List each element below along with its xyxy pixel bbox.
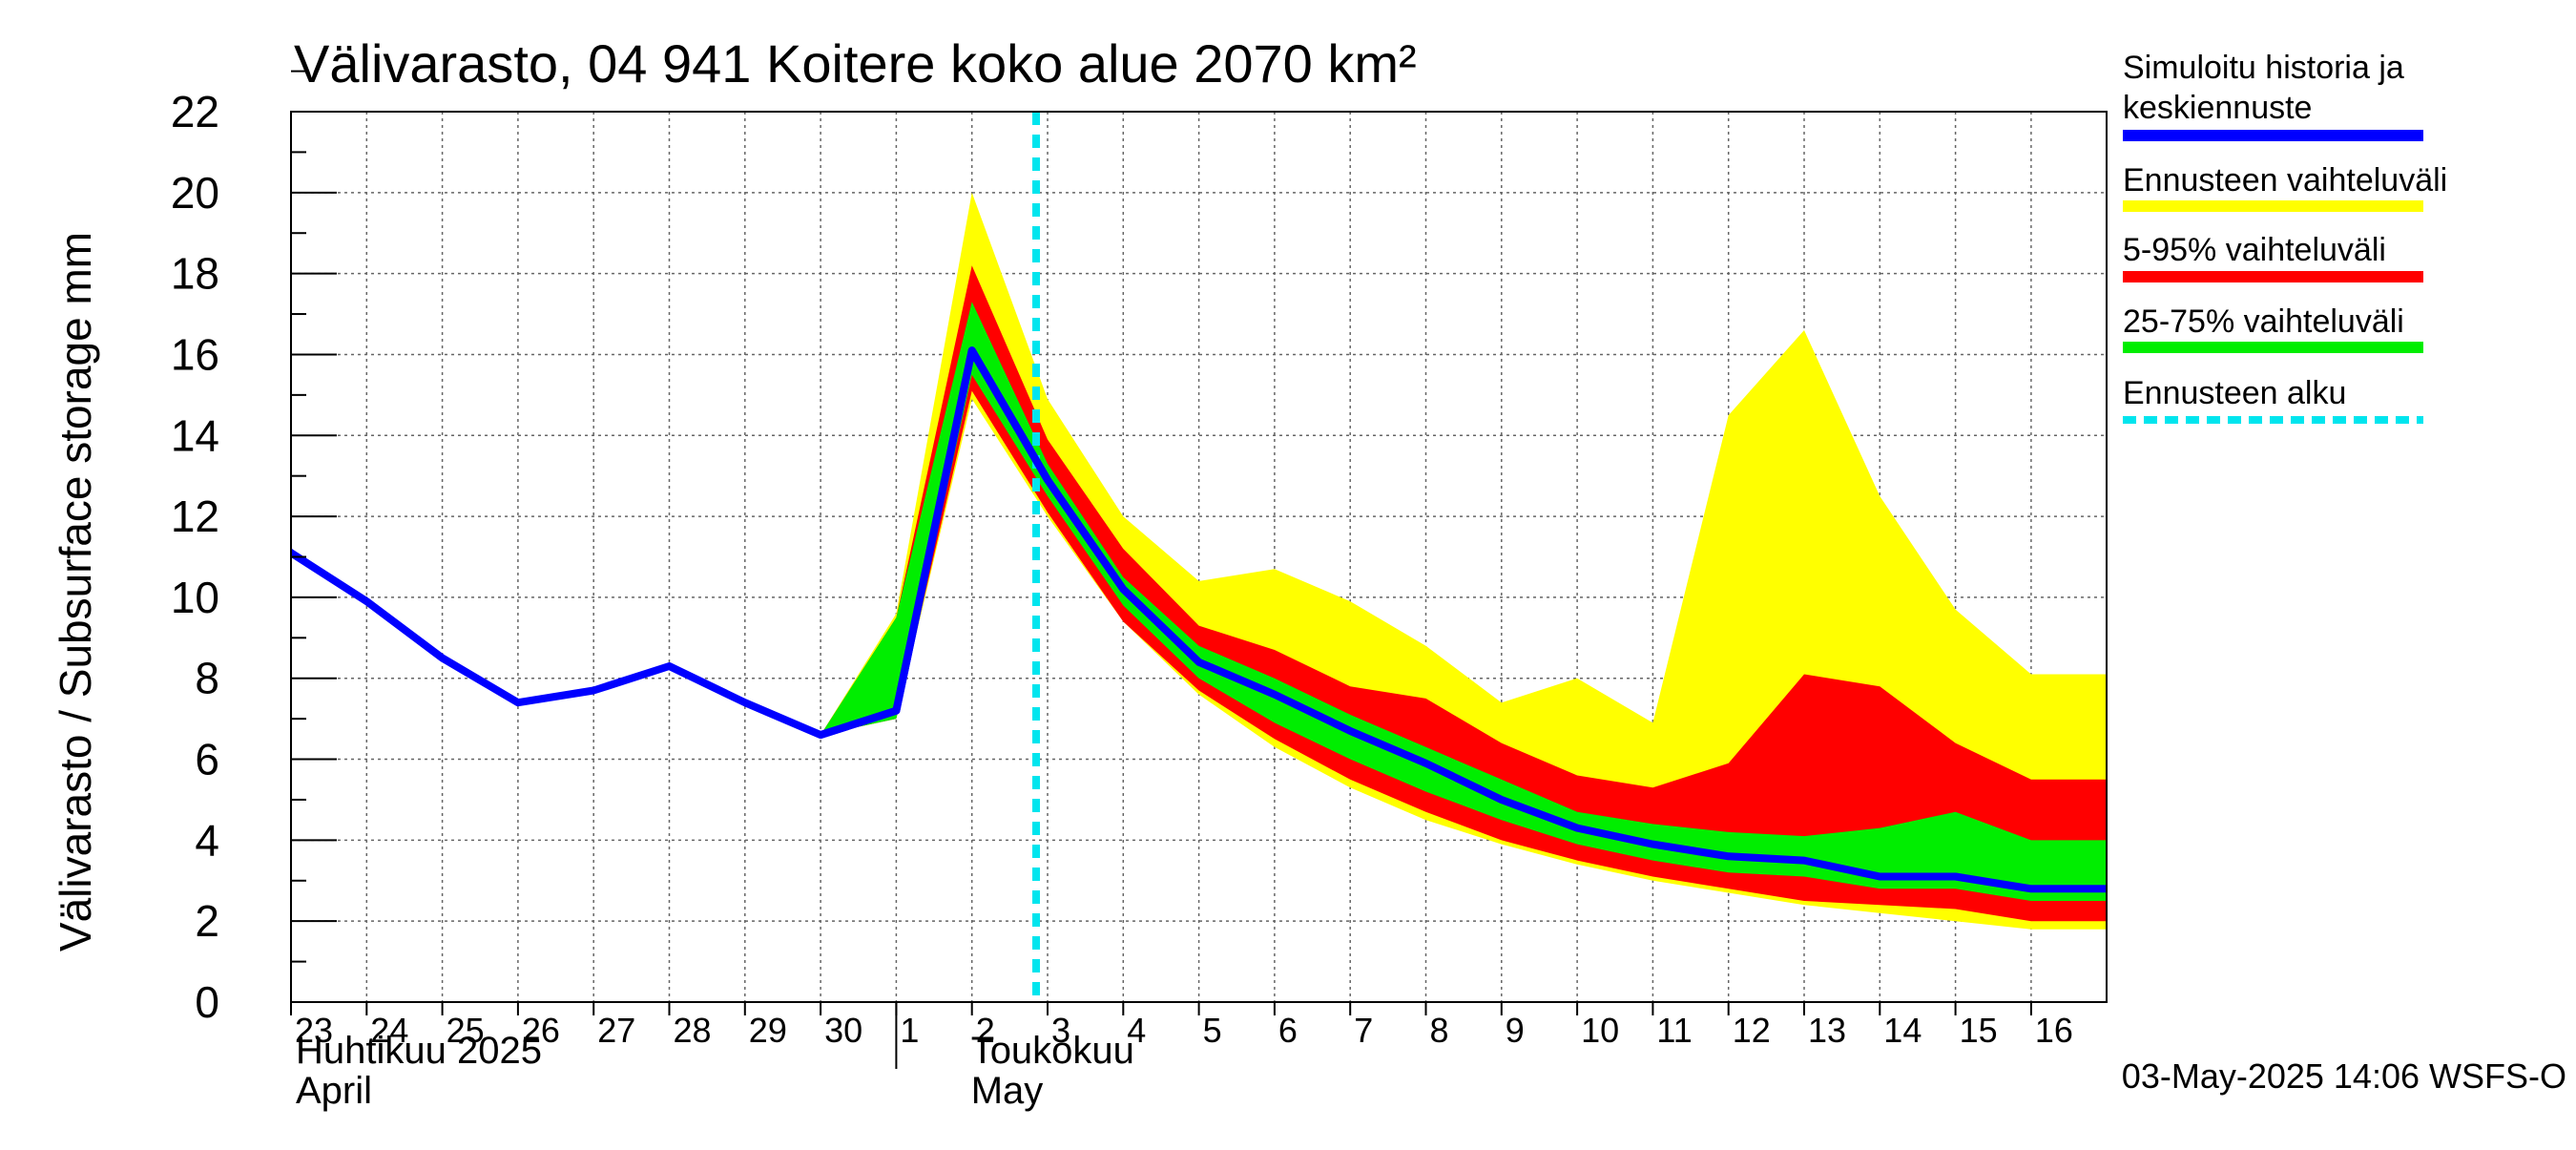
x-tick-label: 1 bbox=[900, 1011, 919, 1050]
y-tick-label: 4 bbox=[195, 815, 219, 865]
chart-title: Välivarasto, 04 941 Koitere koko alue 20… bbox=[294, 33, 1417, 94]
y-tick-label: 2 bbox=[195, 896, 219, 946]
x-tick-label: 25 bbox=[447, 1011, 485, 1050]
x-tick-label: 23 bbox=[295, 1011, 333, 1050]
y-tick-label: 0 bbox=[195, 977, 219, 1027]
y-tick-label: 12 bbox=[171, 491, 219, 541]
y-tick-label: 22 bbox=[171, 87, 219, 136]
x-tick-label: 5 bbox=[1203, 1011, 1222, 1050]
y-tick-label: 14 bbox=[171, 410, 219, 460]
x-tick-label: 14 bbox=[1883, 1011, 1922, 1050]
x-tick-label: 13 bbox=[1808, 1011, 1846, 1050]
x-tick-label: 2 bbox=[976, 1011, 995, 1050]
month-label-en: April bbox=[296, 1070, 372, 1112]
y-axis-label: Välivarasto / Subsurface storage mm bbox=[51, 232, 100, 951]
month-label-fi: Huhtikuu 2025 bbox=[296, 1030, 542, 1072]
legend-label: Ennusteen vaihteluväli bbox=[2123, 162, 2447, 199]
x-tick-label: 15 bbox=[1960, 1011, 1998, 1050]
x-tick-label: 9 bbox=[1506, 1011, 1525, 1050]
band-5-95 bbox=[821, 265, 2107, 922]
x-tick-label: 16 bbox=[2035, 1011, 2073, 1050]
x-tick-label: 4 bbox=[1127, 1011, 1146, 1050]
y-tick-label: 8 bbox=[195, 654, 219, 703]
x-tick-label: 11 bbox=[1656, 1011, 1692, 1050]
median-forecast-line bbox=[819, 346, 2107, 893]
x-tick-label: 8 bbox=[1430, 1011, 1449, 1050]
x-tick-label: 3 bbox=[1051, 1011, 1070, 1050]
legend-label: Simuloitu historia ja keskiennuste bbox=[2123, 50, 2404, 126]
x-tick-label: 28 bbox=[674, 1011, 712, 1050]
x-tick-label: 24 bbox=[370, 1011, 408, 1050]
x-tick-label: 7 bbox=[1354, 1011, 1373, 1050]
footer-timestamp: 03-May-2025 14:06 WSFS-O bbox=[2122, 1056, 2566, 1096]
x-tick-label: 27 bbox=[597, 1011, 635, 1050]
legend-label: 25-75% vaihteluväli bbox=[2123, 303, 2404, 340]
x-tick-label: 29 bbox=[749, 1011, 787, 1050]
legend-label: Ennusteen alku bbox=[2123, 375, 2346, 411]
y-tick-label: 20 bbox=[171, 168, 219, 218]
y-tick-label: 6 bbox=[195, 735, 219, 784]
x-tick-label: 26 bbox=[522, 1011, 560, 1050]
month-label-fi: Toukokuu bbox=[971, 1030, 1134, 1072]
y-tick-label: 10 bbox=[171, 573, 219, 622]
y-tick-label: 18 bbox=[171, 249, 219, 299]
x-tick-label: 6 bbox=[1278, 1011, 1298, 1050]
x-tick-label: 30 bbox=[824, 1011, 862, 1050]
legend-label: 5-95% vaihteluväli bbox=[2123, 232, 2386, 268]
x-tick-label: 12 bbox=[1733, 1011, 1771, 1050]
month-label-en: May bbox=[971, 1070, 1044, 1112]
y-tick-label: 16 bbox=[171, 329, 219, 379]
x-tick-label: 10 bbox=[1581, 1011, 1619, 1050]
